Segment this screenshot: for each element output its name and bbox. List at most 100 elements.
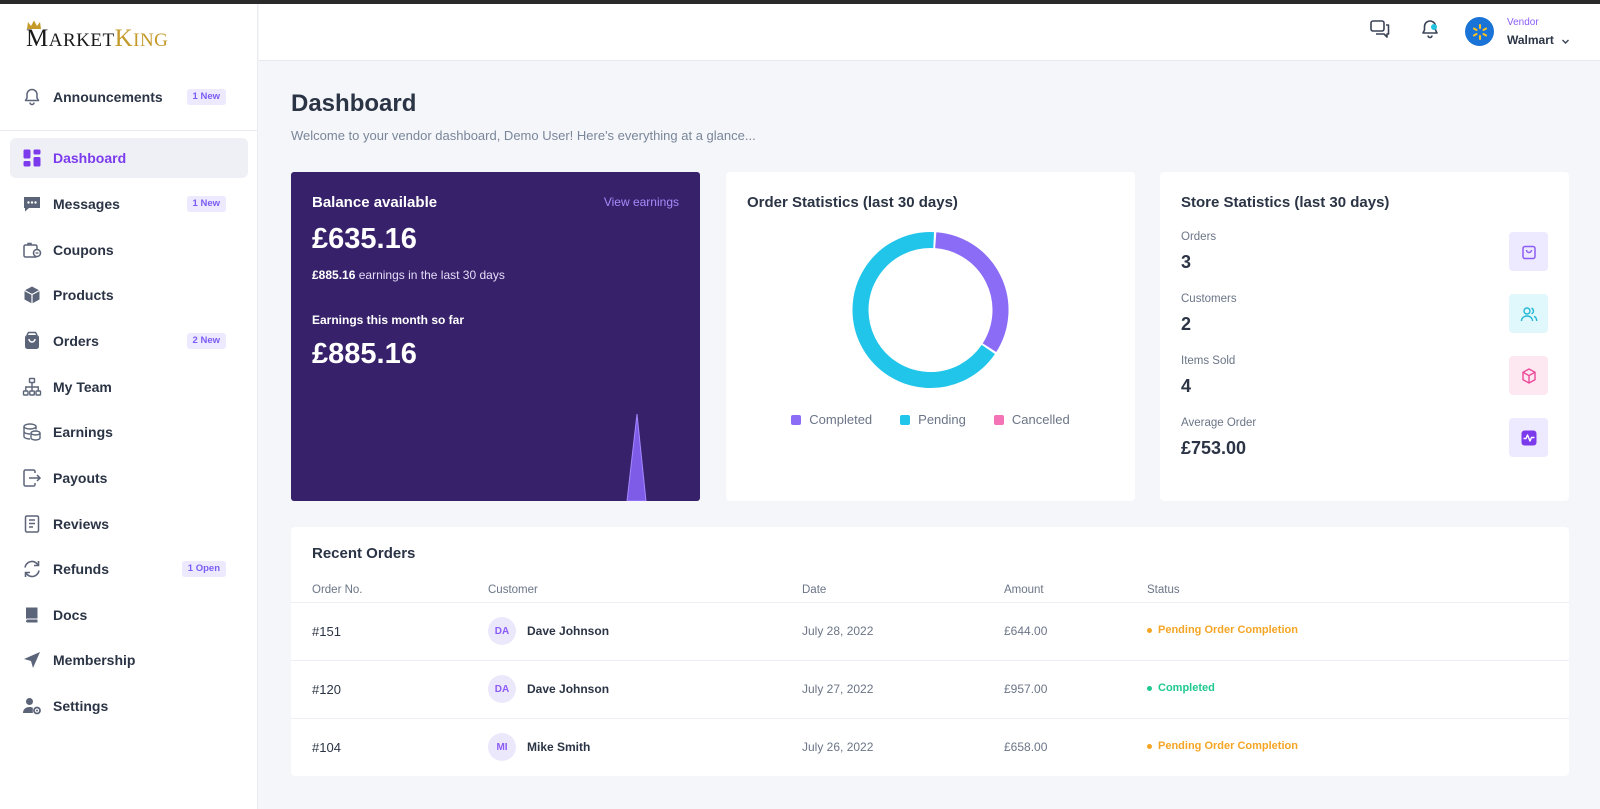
sidebar-item-label: Messages: [53, 196, 120, 212]
chevron-down-icon[interactable]: [1561, 37, 1570, 46]
order-statistics-title: Order Statistics (last 30 days): [747, 194, 958, 211]
chart-legend: Completed Pending Cancelled: [726, 412, 1135, 427]
customer-name: Dave Johnson: [527, 682, 610, 696]
legend-cancelled[interactable]: Cancelled: [993, 412, 1070, 427]
table-row[interactable]: #120 DA Dave Johnson July 27, 2022 £957.…: [291, 660, 1569, 718]
activity-icon: [1521, 430, 1536, 445]
sidebar-item-label: My Team: [53, 379, 112, 395]
sidebar-item-membership[interactable]: Membership: [10, 640, 248, 680]
bag-icon: [25, 331, 39, 349]
sidebar-item-dashboard[interactable]: Dashboard: [10, 138, 248, 178]
bell-icon[interactable]: [1419, 18, 1441, 40]
org-chart-icon: [22, 377, 42, 396]
refresh-icon: [24, 560, 40, 578]
balance-card: Balance available View earnings £635.16 …: [291, 172, 700, 501]
status-dot: [1147, 685, 1152, 691]
store-statistics-title: Store Statistics (last 30 days): [1181, 194, 1390, 211]
column-header-amount[interactable]: Amount: [1004, 584, 1044, 596]
sidebar: MARKETKING Announcements 1 New Dashboard…: [0, 4, 258, 809]
book-icon: [25, 607, 38, 623]
legend-swatch: [900, 414, 911, 425]
sidebar-item-coupons[interactable]: Coupons: [10, 230, 248, 270]
sidebar-item-messages[interactable]: Messages 1 New: [10, 184, 248, 224]
stat-orders-label: Orders: [1181, 231, 1217, 243]
sidebar-item-payouts[interactable]: Payouts: [10, 458, 248, 498]
sidebar-item-label: Orders: [53, 333, 99, 349]
donut-slice-pending[interactable]: [852, 232, 995, 388]
column-header-order-no[interactable]: Order No.: [312, 584, 363, 596]
order-number[interactable]: #120: [312, 682, 341, 697]
walmart-spark-icon: [1472, 23, 1487, 40]
earnings-note: £885.16 earnings in the last 30 days: [312, 268, 505, 282]
stat-items-sold-icon-box: [1509, 356, 1548, 395]
user-gear-icon: [23, 698, 41, 715]
vendor-avatar[interactable]: [1465, 17, 1494, 46]
cube-icon: [1521, 367, 1536, 384]
status-dot: [1147, 627, 1152, 633]
column-header-date[interactable]: Date: [802, 584, 827, 596]
stat-orders-icon-box: [1509, 232, 1548, 271]
stat-items-sold-value: 4: [1181, 376, 1192, 396]
sidebar-divider: [0, 130, 258, 131]
sidebar-item-reviews[interactable]: Reviews: [10, 504, 248, 544]
sidebar-item-settings[interactable]: Settings: [10, 686, 248, 726]
coins-icon: [23, 423, 41, 441]
customer-avatar: MI: [488, 733, 516, 761]
stat-customers-icon-box: [1509, 294, 1548, 333]
sidebar-item-orders[interactable]: Orders 2 New: [10, 321, 248, 361]
order-date: July 26, 2022: [802, 740, 874, 754]
order-date: July 28, 2022: [802, 624, 874, 638]
payout-icon: [23, 469, 42, 487]
donut-slice-completed[interactable]: [934, 232, 1009, 352]
crown-icon: [27, 20, 41, 29]
legend-label: Completed: [809, 412, 873, 427]
status-text: Pending Order Completion: [1158, 624, 1298, 636]
customer-avatar: DA: [488, 617, 516, 645]
recent-orders-card: Recent Orders Order No. Customer Date Am…: [291, 527, 1569, 776]
earnings-note-amount: £885.16: [312, 268, 356, 282]
order-number[interactable]: #151: [312, 624, 341, 639]
status-text: Completed: [1158, 682, 1215, 694]
messages-icon[interactable]: [1369, 18, 1391, 40]
order-amount: £957.00: [1004, 682, 1048, 696]
sidebar-item-refunds[interactable]: Refunds 1 Open: [10, 549, 248, 589]
table-row[interactable]: #104 MI Mike Smith July 26, 2022 £658.00…: [291, 718, 1569, 776]
sidebar-item-label: Settings: [53, 698, 109, 714]
sidebar-item-label: Earnings: [53, 424, 113, 440]
sidebar-item-docs[interactable]: Docs: [10, 595, 248, 635]
stat-average-order-icon-box: [1509, 418, 1548, 457]
legend-label: Pending: [918, 412, 966, 427]
sidebar-item-products[interactable]: Products: [10, 275, 248, 315]
table-row[interactable]: #151 DA Dave Johnson July 28, 2022 £644.…: [291, 602, 1569, 660]
sidebar-item-label: Coupons: [53, 242, 114, 258]
sidebar-item-earnings[interactable]: Earnings: [10, 412, 248, 452]
order-amount: £644.00: [1004, 624, 1048, 638]
status-badge: Pending Order Completion: [1147, 740, 1298, 752]
order-statistics-card: Order Statistics (last 30 days) Complete…: [726, 172, 1135, 501]
stat-average-order-value: £753.00: [1181, 438, 1247, 458]
logo-text: MARKETKING: [26, 25, 169, 52]
column-header-status[interactable]: Status: [1147, 584, 1180, 596]
order-number[interactable]: #104: [312, 740, 341, 755]
new-badge: 1 New: [186, 89, 226, 105]
stat-customers-label: Customers: [1181, 293, 1237, 305]
view-earnings-link[interactable]: View earnings: [603, 195, 679, 209]
legend-swatch: [791, 414, 802, 425]
bell-icon: [24, 88, 40, 106]
sidebar-item-my-team[interactable]: My Team: [10, 367, 248, 407]
marketking-logo[interactable]: MARKETKING: [26, 20, 169, 56]
bag-icon: [1521, 245, 1536, 259]
page-title: Dashboard: [291, 90, 417, 117]
month-earnings-title: Earnings this month so far: [312, 313, 465, 327]
customer-name: Mike Smith: [527, 740, 591, 754]
status-badge: Pending Order Completion: [1147, 624, 1298, 636]
grid-icon: [23, 149, 41, 167]
legend-pending[interactable]: Pending: [900, 412, 966, 427]
users-icon: [1520, 306, 1537, 321]
recent-orders-title: Recent Orders: [312, 545, 416, 562]
legend-completed[interactable]: Completed: [791, 412, 872, 427]
sidebar-item-announcements[interactable]: Announcements 1 New: [10, 77, 248, 117]
column-header-customer[interactable]: Customer: [488, 584, 538, 596]
stat-customers-value: 2: [1181, 314, 1192, 334]
vendor-name[interactable]: Walmart: [1507, 33, 1554, 47]
